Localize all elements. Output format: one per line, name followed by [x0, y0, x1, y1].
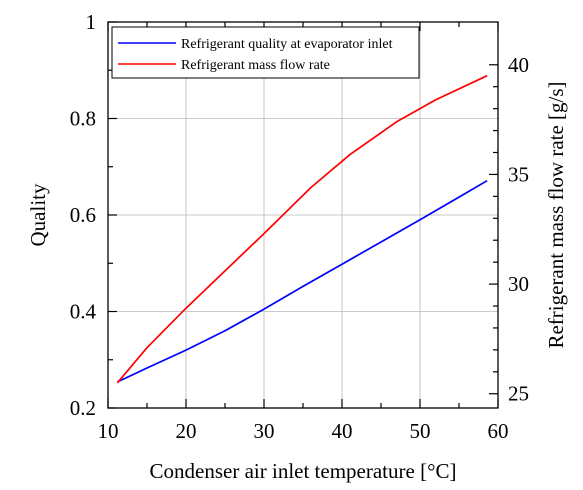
legend-label-quality: Refrigerant quality at evaporator inlet — [181, 37, 393, 52]
x-tick-label: 30 — [254, 419, 275, 443]
y-tick-label: 0.8 — [70, 107, 96, 131]
y-tick-label: 1 — [86, 10, 97, 34]
y-tick-label: 0.6 — [70, 203, 96, 227]
x-tick-label: 50 — [410, 419, 431, 443]
x-tick-label: 10 — [98, 419, 119, 443]
ticks: 10 20 30 40 50 60 0.2 0.4 0.6 0.8 1 25 30 35 40 — [70, 10, 529, 443]
x-tick-label: 40 — [332, 419, 353, 443]
y2-tick-label: 25 — [508, 382, 529, 406]
legend: Refrigerant quality at evaporator inlet … — [111, 26, 420, 79]
y-axis-title: Quality — [26, 183, 50, 246]
series-layer — [116, 74, 488, 384]
x-axis-title: Condenser air inlet temperature [°C] — [150, 459, 457, 483]
legend-box — [111, 26, 420, 79]
y-tick-label: 0.2 — [70, 396, 96, 420]
y-tick-label: 0.4 — [70, 300, 97, 324]
y2-tick-label: 30 — [508, 272, 529, 296]
legend-label-mass-flow: Refrigerant mass flow rate — [181, 58, 330, 73]
series-line-0 — [117, 179, 488, 383]
series-line-1 — [116, 74, 488, 384]
grid — [108, 22, 498, 408]
x-tick-label: 20 — [176, 419, 197, 443]
y2-tick-label: 35 — [508, 162, 529, 186]
x-tick-label: 60 — [488, 419, 509, 443]
y2-tick-label: 40 — [508, 53, 529, 77]
y2-axis-title: Refrigerant mass flow rate [g/s] — [544, 81, 568, 348]
